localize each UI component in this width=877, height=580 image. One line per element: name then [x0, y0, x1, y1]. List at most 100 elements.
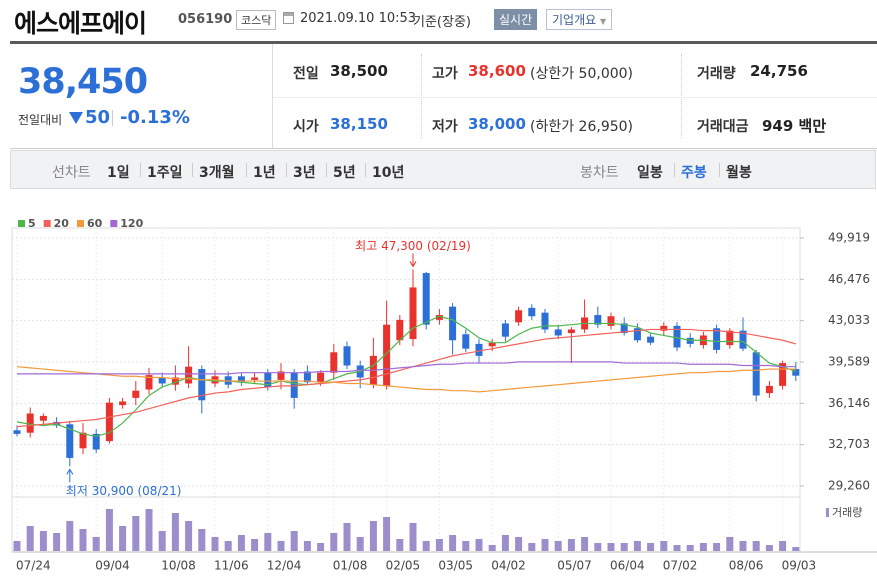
volume-bar — [462, 541, 470, 551]
volume-bar — [277, 541, 285, 551]
company-button[interactable]: 기업개요 ▼ — [546, 9, 613, 30]
annotation: 최저 30,900 (08/21) — [66, 484, 182, 498]
candle-body — [779, 363, 787, 386]
candle-body — [198, 369, 206, 401]
moving-average — [16, 315, 797, 437]
volume-bar — [251, 539, 259, 551]
period-tab[interactable]: 5년 — [333, 165, 356, 181]
candle-body — [171, 377, 179, 385]
candle-body — [567, 329, 575, 334]
candle-body — [673, 325, 681, 348]
candle-tab[interactable]: 주봉 — [681, 165, 707, 181]
quote-note: (하한가 26,950) — [530, 119, 634, 135]
volume-bar — [185, 521, 193, 551]
tab-separator — [192, 163, 193, 177]
candle-body — [515, 310, 523, 323]
tab-heading: 봉차트 — [580, 165, 619, 181]
moving-average — [17, 361, 796, 375]
tab-separator — [286, 163, 287, 177]
volume-bar — [290, 531, 298, 551]
candle-body — [303, 371, 311, 383]
volume-bar — [515, 537, 523, 551]
volume-bar — [567, 539, 575, 551]
company-label[interactable]: 기업개요 — [552, 13, 597, 27]
tab-separator — [326, 163, 327, 177]
period-tab[interactable]: 3개월 — [199, 165, 235, 181]
volume-bar — [79, 529, 87, 551]
x-tick-label: 06/04 — [610, 559, 645, 573]
stock-name: 에스에프에이 — [14, 9, 147, 38]
volume-bar — [383, 517, 391, 551]
candle-body — [739, 330, 747, 349]
y-tick-label: 36,146 — [828, 396, 870, 410]
candle-body — [251, 377, 259, 380]
candle-body — [620, 323, 628, 334]
candle-body — [633, 328, 641, 341]
legend-swatch — [18, 220, 25, 227]
quote-value: 38,500 — [330, 62, 388, 80]
period-tab[interactable]: 1년 — [253, 165, 276, 181]
period-tab[interactable]: 1일 — [107, 165, 130, 181]
quote-note: (상한가 50,000) — [530, 66, 634, 82]
volume-bar — [699, 543, 707, 551]
down-arrow — [69, 112, 83, 124]
quote-label: 거래량 — [697, 66, 736, 82]
quote-value: 24,756 — [750, 62, 808, 80]
y-tick-label: 49,919 — [828, 231, 870, 245]
volume-bar — [488, 545, 496, 551]
quote-label: 고가 — [432, 66, 458, 82]
quote-label: 시가 — [293, 119, 319, 135]
candle-tab[interactable]: 일봉 — [637, 165, 663, 181]
legend-label: 20 — [54, 217, 70, 230]
volume-bar — [13, 541, 21, 551]
volume-bar — [779, 541, 787, 551]
volume-bar — [145, 509, 153, 551]
realtime-button[interactable]: 실시간 — [494, 9, 538, 30]
period-tab[interactable]: 3년 — [293, 165, 316, 181]
x-tick-label: 12/04 — [267, 559, 302, 573]
legend-swatch — [43, 220, 51, 227]
period-tab[interactable]: 10년 — [372, 165, 405, 181]
candle-body — [39, 415, 47, 421]
volume-bar — [752, 541, 760, 551]
quote-label: 거래대금 — [697, 119, 749, 135]
candle-body — [237, 376, 245, 383]
change-label: 전일대비 — [18, 113, 63, 127]
candle-body — [422, 273, 430, 325]
volume-bar — [317, 543, 325, 551]
volume-bar — [39, 531, 47, 551]
current-price: 38,450 — [18, 62, 148, 102]
annotation: 최고 47,300 (02/19) — [355, 239, 471, 253]
legend-label: 60 — [87, 217, 103, 230]
tab-separator — [719, 163, 720, 177]
candle-body — [554, 329, 562, 336]
candle-body — [383, 324, 391, 386]
x-tick-label: 11/06 — [214, 559, 249, 573]
x-tick-label: 04/02 — [491, 559, 526, 573]
candle-tab[interactable]: 월봉 — [726, 165, 752, 181]
candle-body — [726, 330, 734, 346]
volume-bar — [132, 516, 140, 551]
tab-separator — [246, 163, 247, 177]
volume-bar — [303, 541, 311, 551]
moving-average — [16, 366, 796, 393]
datetime: 2021.09.10 10:53 — [300, 11, 417, 26]
y-tick-label: 46,476 — [828, 272, 870, 286]
x-tick-label: 05/07 — [557, 559, 592, 573]
candle-body — [409, 287, 417, 340]
volume-bar — [647, 543, 655, 551]
candle-body — [594, 315, 602, 325]
volume-bar — [369, 521, 377, 551]
x-tick-label: 09/03 — [782, 559, 817, 573]
x-tick-label: 08/06 — [729, 559, 764, 573]
candle-body — [475, 343, 483, 356]
x-tick-label: 10/08 — [161, 559, 196, 573]
volume-bar — [726, 537, 734, 551]
candle-body — [105, 402, 113, 442]
volume-bar — [92, 537, 100, 551]
period-tab[interactable]: 1주일 — [147, 165, 183, 181]
volume-bar — [356, 537, 364, 551]
volume-label: 거래량 — [832, 506, 862, 519]
